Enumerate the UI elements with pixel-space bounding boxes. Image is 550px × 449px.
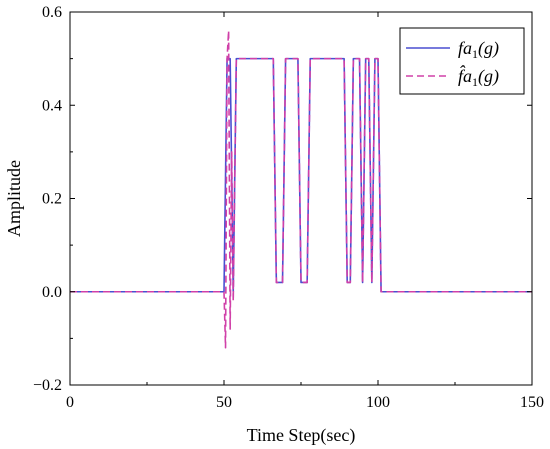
legend-label-2: f̂a1(g) xyxy=(458,65,499,89)
y-tick-label: −0.2 xyxy=(33,377,62,394)
x-tick-label: 150 xyxy=(520,394,544,411)
x-tick-label: 50 xyxy=(216,394,232,411)
legend: fa1(g) f̂a1(g) xyxy=(399,27,525,95)
x-tick-label: 100 xyxy=(366,394,390,411)
series-line-2 xyxy=(70,29,532,349)
legend-label-1: fa1(g) xyxy=(458,38,499,61)
x-tick-label: 0 xyxy=(66,394,74,411)
y-tick-label: 0.0 xyxy=(42,284,62,301)
series-layer xyxy=(70,29,532,349)
y-tick-label: 0.2 xyxy=(42,191,62,208)
y-tick-label: 0.4 xyxy=(42,97,62,114)
legend-box xyxy=(399,27,525,95)
y-axis-label: Amplitude xyxy=(4,160,24,237)
x-axis-label: Time Step(sec) xyxy=(247,425,356,446)
y-tick-label: 0.6 xyxy=(42,4,62,21)
ticks-layer: −0.2 0.0 0.2 0.4 0.6 0 50 100 150 xyxy=(33,4,544,411)
